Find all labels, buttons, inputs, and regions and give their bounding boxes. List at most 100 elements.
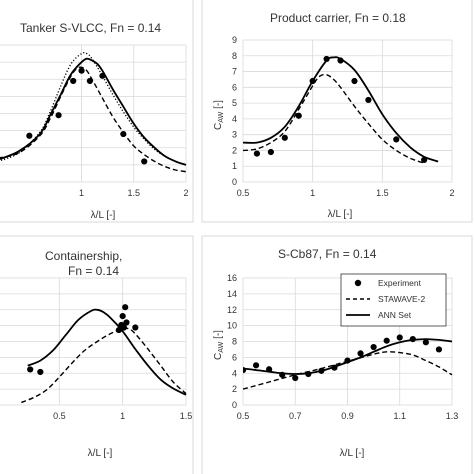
data-point-experiment [370, 343, 377, 351]
legend-label-experiment: Experiment [378, 278, 422, 288]
series-line-solid [0, 57, 187, 166]
data-point-experiment [365, 96, 372, 104]
x-tick-label: 1.3 [446, 411, 459, 421]
y-tick-label: 4 [232, 114, 237, 124]
data-point-experiment [435, 346, 443, 353]
x-tick-label: 1 [310, 188, 315, 198]
series-layer [243, 55, 439, 164]
x-tick-label: 1 [120, 411, 125, 421]
x-tick-label: 2 [183, 188, 188, 198]
plot-tanker: 1 1.5 2 [0, 44, 189, 198]
y-tick-label: 14 [227, 289, 237, 299]
data-point-experiment [323, 55, 330, 63]
data-point-experiment [393, 136, 400, 143]
y-tick-label: 6 [232, 82, 237, 92]
data-point-experiment [132, 324, 139, 331]
data-point-experiment [123, 319, 130, 326]
series-line-dashed [243, 73, 425, 164]
x-axis-label-containership: λ/L [-] [88, 448, 113, 459]
x-tick-label: 0.5 [53, 411, 66, 421]
chart-subtitle-containership: Fn = 0.14 [68, 264, 119, 278]
data-point-experiment [26, 132, 33, 139]
data-point-experiment [295, 112, 302, 119]
series-line-solid [243, 56, 439, 163]
x-tick-label: 1 [79, 188, 84, 198]
chart-title-scb87: S-Cb87, Fn = 0.14 [278, 247, 377, 261]
legend-label-stawave: STAWAVE-2 [378, 294, 426, 304]
x-tick-label: 1.5 [376, 188, 389, 198]
legend-marker-experiment [354, 279, 362, 287]
y-tick-label: 8 [232, 337, 237, 347]
y-tick-label: 10 [227, 321, 237, 331]
x-tick-label: 0.9 [341, 411, 354, 421]
data-point-experiment [70, 77, 77, 85]
data-point-experiment [119, 313, 126, 320]
y-axis-label-scb87: CAW [-] [213, 330, 225, 360]
panel-frame-containership [0, 235, 194, 474]
panel-frame-tanker [0, 0, 194, 223]
chart-title-product-carrier: Product carrier, Fn = 0.18 [270, 11, 406, 25]
data-point-experiment [422, 339, 429, 346]
chart-title-tanker: Tanker S-VLCC, Fn = 0.14 [20, 21, 161, 35]
data-point-experiment [253, 150, 261, 157]
series-layer [0, 51, 187, 173]
x-tick-label: 1.5 [180, 411, 193, 421]
y-tick-label: 4 [232, 368, 237, 378]
data-point-experiment [351, 77, 358, 85]
y-tick-label: 9 [232, 35, 237, 45]
y-label-unit: [-] [213, 330, 224, 342]
y-axis-label-product-carrier: CAW [-] [213, 100, 225, 130]
x-tick-label: 2 [449, 188, 454, 198]
data-point-experiment [383, 337, 390, 344]
y-tick-label: 2 [232, 145, 237, 155]
series-line-dashed [21, 327, 187, 404]
y-tick-label: 16 [227, 273, 237, 283]
legend: Experiment STAWAVE-2 ANN Set [340, 273, 447, 327]
data-point-experiment [396, 334, 403, 341]
legend-label-ann: ANN Set [378, 310, 412, 320]
data-point-experiment [37, 368, 44, 376]
x-axis-label-product-carrier: λ/L [-] [328, 209, 353, 220]
data-point-experiment [122, 304, 129, 311]
x-axis-label-tanker: λ/L [-] [91, 210, 116, 221]
y-tick-label: 3 [232, 130, 237, 140]
plot-containership: 0.5 1 1.5 [0, 277, 193, 421]
y-tick-label: 6 [232, 352, 237, 362]
y-label-sub: AW [218, 111, 225, 122]
y-tick-label: 5 [232, 98, 237, 108]
y-tick-label: 8 [232, 51, 237, 61]
data-point-experiment [267, 148, 274, 156]
y-tick-label: 7 [232, 67, 237, 77]
data-point-experiment [281, 134, 288, 141]
series-line-dashed [243, 351, 453, 390]
chart-title-containership: Containership, [45, 249, 122, 263]
panel-frame-scb87 [201, 235, 473, 474]
series-line-dashed [0, 66, 187, 173]
data-point-experiment [55, 112, 62, 119]
y-tick-label: 1 [232, 161, 237, 171]
data-point-experiment [78, 67, 85, 74]
data-point-experiment [120, 324, 128, 331]
y-label-c: C [213, 123, 224, 130]
data-point-experiment [292, 374, 299, 382]
data-point-experiment [27, 366, 34, 373]
series-line-solid [243, 338, 453, 375]
y-label-unit: [-] [213, 100, 224, 112]
x-tick-label: 0.5 [237, 411, 250, 421]
y-label-c: C [213, 353, 224, 360]
series-layer [21, 304, 187, 404]
panel-frame-product-carrier [201, 0, 473, 223]
x-tick-label: 1.5 [128, 188, 141, 198]
series-line-dotted [0, 51, 187, 166]
data-point-experiment [357, 350, 364, 357]
x-tick-label: 0.7 [289, 411, 302, 421]
x-tick-label: 1.1 [393, 411, 406, 421]
series-layer [243, 334, 453, 390]
series-line-solid [27, 308, 187, 396]
plot-product-carrier: 0.5 1 1.5 2 0 1 2 3 4 5 6 7 8 9 [232, 35, 455, 198]
data-point-experiment [141, 158, 148, 165]
x-tick-label: 0.5 [237, 188, 250, 198]
y-tick-label: 12 [227, 305, 237, 315]
